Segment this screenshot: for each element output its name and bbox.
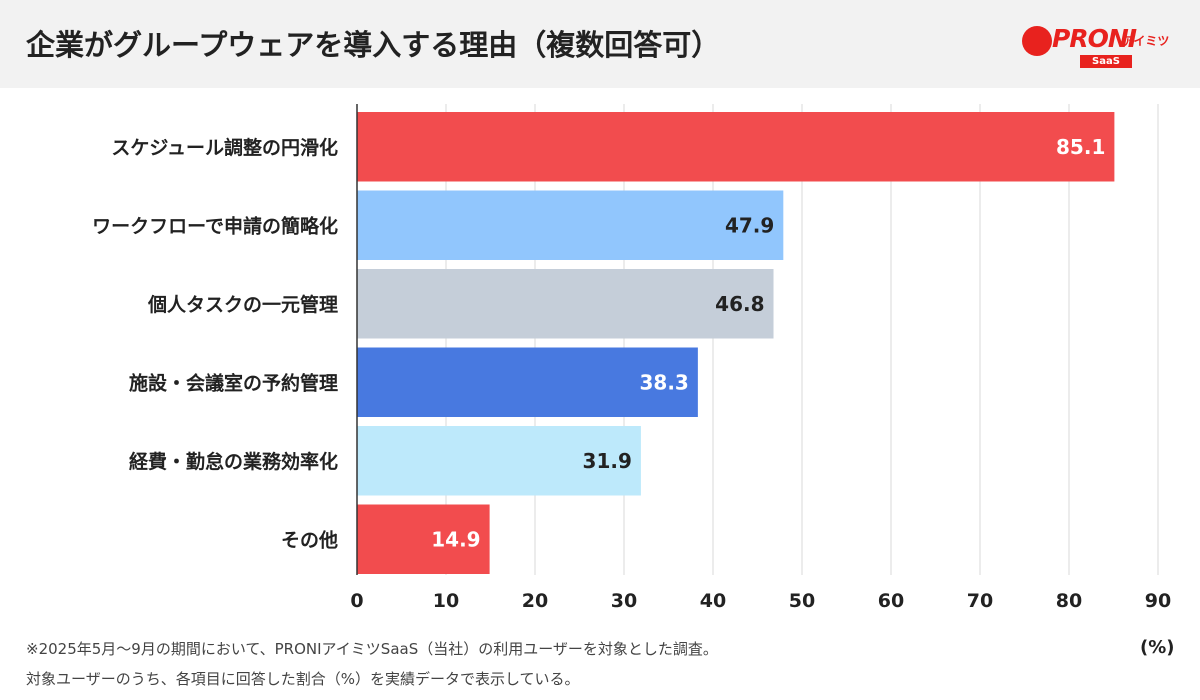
logo-badge: SaaS (1080, 55, 1132, 68)
bar (357, 190, 784, 260)
category-label: スケジュール調整の円滑化 (111, 136, 338, 159)
data-label: 38.3 (640, 370, 689, 394)
x-tick-label: 60 (878, 590, 904, 612)
data-label: 47.9 (725, 213, 774, 237)
logo-sub: アイミツ (1122, 34, 1170, 48)
bar (357, 347, 698, 417)
bar (357, 112, 1115, 182)
category-label: 経費・勤怠の業務効率化 (129, 450, 338, 473)
data-label: 14.9 (431, 527, 480, 551)
x-tick-label: 50 (789, 590, 815, 612)
header: 企業がグループウェアを導入する理由（複数回答可） PRONI アイミツ SaaS (0, 0, 1200, 88)
x-tick-label: 10 (433, 590, 459, 612)
category-label: その他 (281, 528, 338, 551)
x-tick-label: 40 (700, 590, 726, 612)
footnote-2: 対象ユーザーのうち、各項目に回答した割合（%）を実績データで表示している。 (26, 670, 580, 688)
x-tick-label: 80 (1056, 590, 1082, 612)
bar (357, 504, 490, 574)
x-tick-label: 20 (522, 590, 548, 612)
data-label: 85.1 (1056, 135, 1105, 159)
x-tick-label: 0 (350, 590, 363, 612)
data-label: 31.9 (583, 449, 632, 473)
proni-logo: PRONI アイミツ SaaS (1022, 18, 1182, 68)
x-tick-label: 70 (967, 590, 993, 612)
unit-label: (%) (1140, 637, 1175, 658)
data-label: 46.8 (715, 292, 764, 316)
bar (357, 426, 641, 496)
category-label: ワークフローで申請の簡略化 (92, 214, 338, 237)
page-title: 企業がグループウェアを導入する理由（複数回答可） (26, 28, 721, 62)
penguin-logo-icon (1022, 26, 1052, 56)
category-label: 個人タスクの一元管理 (147, 293, 338, 316)
x-tick-label: 30 (611, 590, 637, 612)
x-tick-label: 90 (1145, 590, 1171, 612)
bar (357, 269, 774, 339)
bar-chart: 0 10 20 30 40 50 60 70 80 90 85.1 スケジュール調整の円滑化 47.9 ワ… (92, 104, 1171, 612)
category-label: 施設・会議室の予約管理 (129, 371, 338, 394)
footnote-1: ※2025年5月〜9月の期間において、PRONIアイミツSaaS（当社）の利用ユ… (26, 640, 718, 658)
logo-brand: PRONI (1052, 24, 1137, 53)
